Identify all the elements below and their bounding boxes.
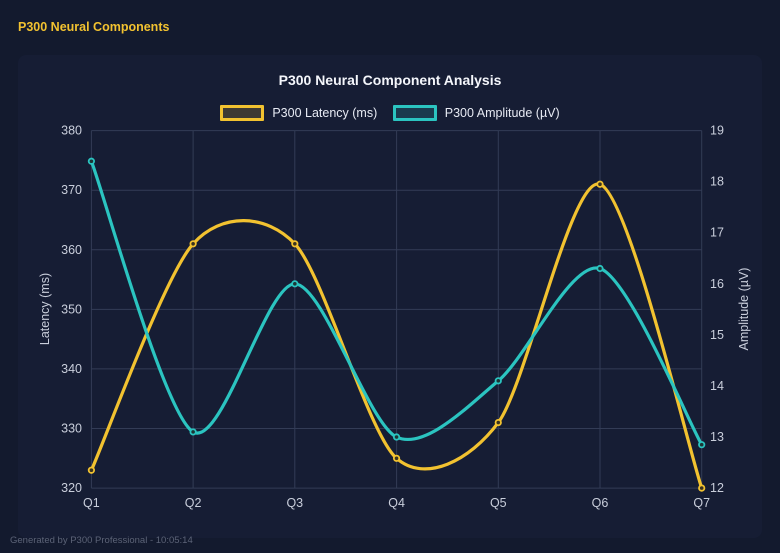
svg-text:17: 17	[710, 226, 724, 240]
svg-text:Q6: Q6	[592, 496, 609, 510]
svg-text:18: 18	[710, 175, 724, 189]
svg-text:Q5: Q5	[490, 496, 507, 510]
svg-text:Latency (ms): Latency (ms)	[38, 273, 52, 345]
svg-text:15: 15	[710, 328, 724, 342]
svg-text:360: 360	[61, 243, 82, 257]
svg-text:370: 370	[61, 183, 82, 197]
svg-text:16: 16	[710, 277, 724, 291]
svg-text:Q7: Q7	[693, 496, 710, 510]
svg-text:350: 350	[61, 302, 82, 316]
svg-text:13: 13	[710, 430, 724, 444]
svg-text:19: 19	[710, 124, 724, 138]
svg-text:330: 330	[61, 422, 82, 436]
svg-text:Q2: Q2	[185, 496, 202, 510]
svg-text:Q1: Q1	[83, 496, 100, 510]
svg-text:320: 320	[61, 481, 82, 495]
svg-text:12: 12	[710, 481, 724, 495]
svg-text:Q3: Q3	[286, 496, 303, 510]
svg-text:14: 14	[710, 379, 724, 393]
svg-text:380: 380	[61, 124, 82, 138]
svg-text:Q4: Q4	[388, 496, 405, 510]
svg-text:Amplitude (µV): Amplitude (µV)	[737, 268, 751, 351]
svg-text:340: 340	[61, 362, 82, 376]
